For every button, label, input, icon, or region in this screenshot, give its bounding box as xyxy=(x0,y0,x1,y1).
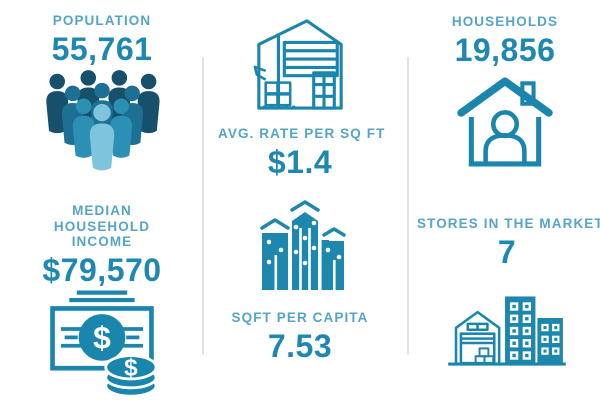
stores-label: STORES IN THE MARKET xyxy=(417,216,600,231)
stat-median-household-income: MEDIAN HOUSEHOLD INCOME $79,570 $ xyxy=(12,203,192,399)
stat-stores-in-market: STORES IN THE MARKET 7 xyxy=(417,216,600,369)
money-bill-coins-icon: $ $ xyxy=(50,290,158,398)
population-value: 55,761 xyxy=(51,30,153,67)
stat-population: POPULATION 55,761 xyxy=(18,13,186,172)
svg-text:$: $ xyxy=(93,320,111,356)
households-label: HOUSEHOLDS xyxy=(451,14,559,29)
house-person-icon xyxy=(457,77,553,167)
stat-avg-rate-per-sqft: AVG. RATE PER SQ FT $1.4 xyxy=(218,14,386,180)
vertical-divider-right xyxy=(407,57,409,355)
avg-rate-label: AVG. RATE PER SQ FT xyxy=(218,126,386,141)
stat-households: HOUSEHOLDS 19,856 xyxy=(418,14,592,169)
avg-rate-value: $1.4 xyxy=(267,143,333,180)
stat-sqft-per-capita: SQFT PER CAPITA 7.53 xyxy=(222,200,378,363)
store-buildings-icon xyxy=(448,296,566,366)
median-income-value: $79,570 xyxy=(42,251,162,288)
median-income-label: MEDIAN HOUSEHOLD INCOME xyxy=(53,203,151,250)
svg-text:$: $ xyxy=(124,355,138,382)
city-buildings-icon xyxy=(260,200,346,290)
population-label: POPULATION xyxy=(52,13,152,28)
sqft-per-capita-value: 7.53 xyxy=(267,327,333,364)
stores-value: 7 xyxy=(497,233,517,270)
people-crowd-icon xyxy=(46,70,160,171)
vertical-divider-left xyxy=(202,57,204,355)
households-value: 19,856 xyxy=(454,31,556,68)
sqft-per-capita-label: SQFT PER CAPITA xyxy=(231,310,369,325)
warehouse-icon xyxy=(253,19,343,110)
